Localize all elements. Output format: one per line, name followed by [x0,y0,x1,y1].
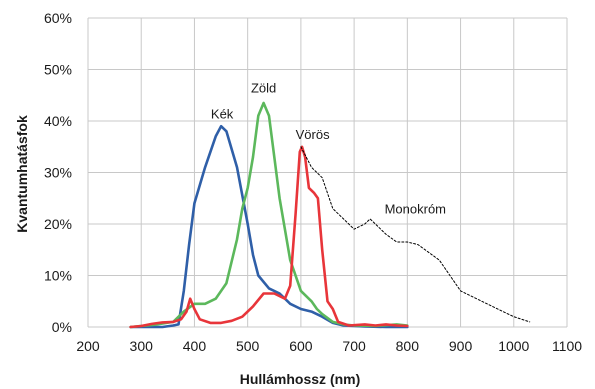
series-label-voros: Vörös [296,127,330,142]
x-tick-label: 800 [396,338,420,354]
x-tick-label: 300 [130,338,154,354]
y-tick-label: 0% [52,319,72,335]
series-line-monokrom [300,146,531,323]
y-tick-label: 10% [44,268,72,284]
series-label-kek: Kék [211,106,234,121]
y-axis-title: Kvantumhatásfok [14,115,30,233]
x-tick-label: 200 [76,338,100,354]
series-lines [129,101,531,329]
y-tick-labels: 0% 10% 20% 30% 40% 50% 60% [44,10,72,335]
x-tick-label: 900 [449,338,473,354]
x-tick-label: 1000 [498,338,529,354]
y-tick-label: 20% [44,216,72,232]
x-tick-label: 700 [342,338,366,354]
y-tick-label: 60% [44,10,72,26]
x-axis-title: Hullámhossz (nm) [240,371,361,387]
y-tick-label: 40% [44,113,72,129]
series-labels: Kék Zöld Vörös Monokróm [211,81,446,217]
grid [87,17,568,328]
x-tick-label: 400 [183,338,207,354]
x-tick-labels: 200 300 400 500 600 700 800 900 1000 1100 [76,338,582,354]
series-label-zold: Zöld [251,81,276,96]
series-label-monokrom: Monokróm [385,202,446,217]
x-tick-label: 500 [236,338,260,354]
y-tick-label: 30% [44,165,72,181]
x-tick-label: 1100 [552,338,582,354]
x-tick-label: 600 [289,338,313,354]
y-tick-label: 50% [44,62,72,78]
series-line-kek [129,124,409,329]
series-line-voros [129,145,409,329]
